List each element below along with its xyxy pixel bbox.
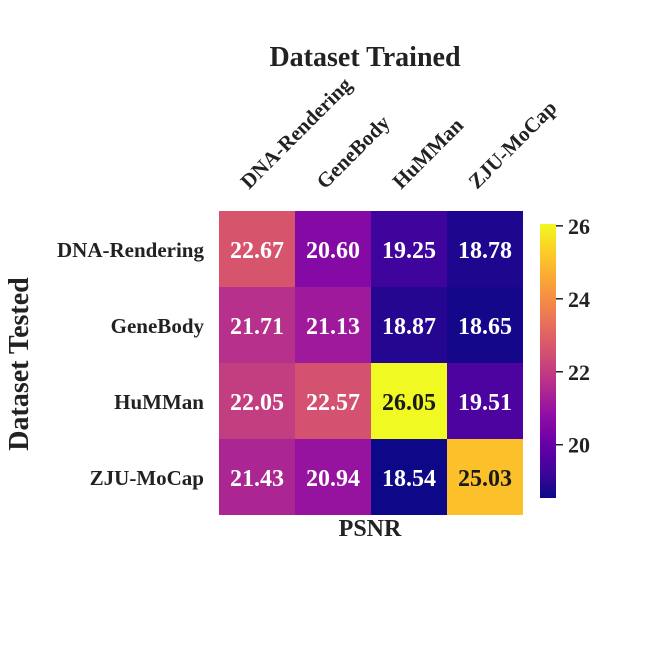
chart-title: Dataset Trained xyxy=(269,42,460,73)
x-axis-label: PSNR xyxy=(339,516,402,542)
heatmap-cell xyxy=(219,363,295,439)
cell-value-label: 19.51 xyxy=(458,390,512,416)
heatmap-cell xyxy=(447,363,523,439)
row-labels: DNA-Rendering GeneBody HuMMan ZJU-MoCap xyxy=(57,238,204,490)
y-axis-label: Dataset Tested xyxy=(4,277,35,451)
row-label: GeneBody xyxy=(111,314,205,338)
cell-value-label: 18.65 xyxy=(458,314,512,340)
heatmap-cell xyxy=(371,363,447,439)
column-label: HuMMan xyxy=(388,113,469,194)
cell-value-label: 22.67 xyxy=(230,238,284,264)
cell-value-label: 26.05 xyxy=(382,390,436,416)
heatmap-cell xyxy=(447,287,523,363)
heatmap-cell xyxy=(295,287,371,363)
heatmap-cell xyxy=(447,211,523,287)
column-label: GeneBody xyxy=(312,110,395,193)
row-label: ZJU-MoCap xyxy=(90,466,204,490)
colorbar-tick-label: 22 xyxy=(568,360,590,385)
heatmap-cell xyxy=(295,211,371,287)
cell-value-label: 21.71 xyxy=(230,314,284,340)
cell-value-label: 21.13 xyxy=(306,314,360,340)
heatmap-cell xyxy=(295,439,371,515)
cell-value-label: 20.94 xyxy=(306,466,360,492)
heatmap-cell-labels: 22.67 20.60 19.25 18.78 21.71 21.13 18.87 18.65… xyxy=(230,238,512,492)
cell-value-label: 18.78 xyxy=(458,238,512,264)
heatmap-cell xyxy=(219,211,295,287)
cell-value-label: 18.54 xyxy=(382,466,436,492)
cell-value-label: 22.05 xyxy=(230,390,284,416)
colorbar xyxy=(540,224,556,498)
heatmap-cell xyxy=(371,287,447,363)
colorbar-tick-label: 20 xyxy=(568,433,590,458)
cell-value-label: 21.43 xyxy=(230,466,284,492)
cell-value-label: 20.60 xyxy=(306,238,360,264)
row-label: DNA-Rendering xyxy=(57,238,204,262)
colorbar-tick-label: 24 xyxy=(568,287,590,312)
cell-value-label: 25.03 xyxy=(458,466,512,492)
cell-value-label: 19.25 xyxy=(382,238,436,264)
heatmap-cell xyxy=(219,287,295,363)
cell-value-label: 18.87 xyxy=(382,314,436,340)
row-label: HuMMan xyxy=(114,390,204,414)
colorbar-tick-label: 26 xyxy=(568,214,590,239)
heatmap-cell xyxy=(371,211,447,287)
heatmap-cell xyxy=(371,439,447,515)
heatmap-cell xyxy=(447,439,523,515)
heatmap-cell xyxy=(219,439,295,515)
column-label: ZJU-MoCap xyxy=(464,96,562,194)
heatmap-cells xyxy=(219,211,523,515)
heatmap-cell xyxy=(295,363,371,439)
cell-value-label: 22.57 xyxy=(306,390,360,416)
colorbar-ticks: 20 22 24 26 xyxy=(556,214,590,458)
